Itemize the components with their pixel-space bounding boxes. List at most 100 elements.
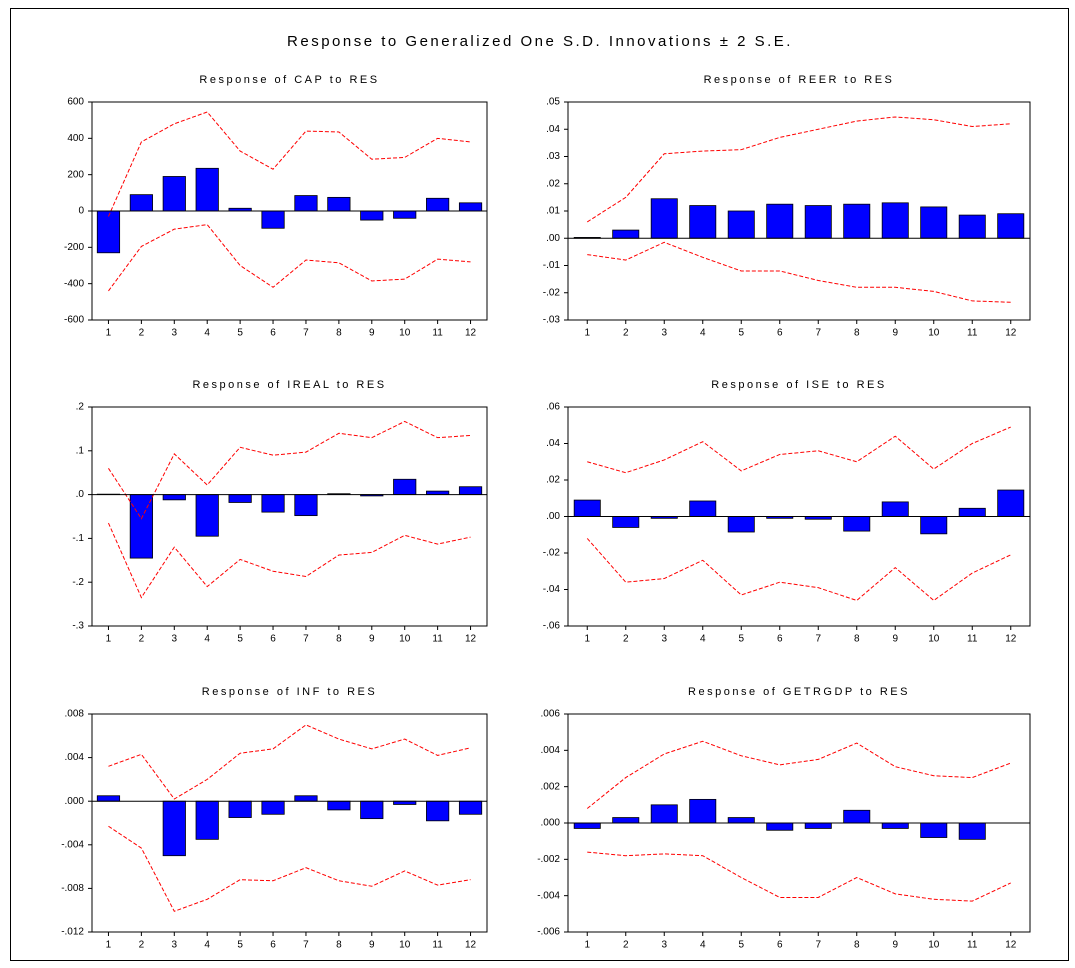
x-tick-label: 10: [928, 940, 940, 951]
bar: [727, 516, 755, 533]
bar: [294, 795, 318, 802]
x-tick-label: 3: [661, 634, 667, 645]
x-tick-label: 5: [237, 940, 243, 951]
x-tick-label: 1: [106, 328, 112, 339]
bar: [393, 478, 417, 495]
y-tick-label: .006: [541, 709, 561, 720]
y-tick-label: -400: [64, 278, 84, 289]
x-tick-label: 5: [738, 940, 744, 951]
bar: [162, 494, 186, 501]
chart-title: Response of ISE to RES: [711, 379, 886, 391]
x-tick-label: 12: [1005, 940, 1017, 951]
bar: [129, 194, 153, 212]
x-tick-label: 11: [432, 328, 443, 339]
bar: [261, 210, 285, 229]
bar: [228, 494, 252, 503]
y-tick-label: .002: [541, 781, 561, 792]
y-tick-label: .02: [546, 475, 560, 486]
bar: [881, 501, 909, 517]
x-tick-label: 12: [1005, 328, 1017, 339]
band-line: [586, 116, 1011, 223]
x-tick-label: 5: [738, 634, 744, 645]
band-line: [108, 224, 471, 292]
y-tick-label: .000: [541, 818, 561, 829]
bar: [426, 490, 450, 496]
chart-title: Response of GETRGDP to RES: [688, 686, 910, 698]
plot-area: [91, 713, 488, 933]
x-tick-label: 6: [270, 940, 276, 951]
y-tick-label: .05: [546, 97, 560, 108]
x-tick-label: 6: [270, 634, 276, 645]
x-tick-label: 9: [369, 328, 375, 339]
y-tick-label: .02: [546, 178, 560, 189]
y-tick-label: -.03: [543, 315, 561, 326]
x-tick-label: 7: [815, 634, 821, 645]
bar: [195, 167, 219, 212]
x-tick-label: 6: [270, 328, 276, 339]
bar: [843, 516, 871, 532]
x-tick-label: 1: [584, 940, 590, 951]
bar: [261, 494, 285, 513]
bar: [920, 822, 948, 838]
bar: [573, 822, 601, 829]
bar: [327, 800, 351, 811]
y-tick-label: .2: [76, 402, 85, 413]
y-tick-label: -.06: [543, 621, 561, 632]
y-tick-label: -.1: [72, 533, 84, 544]
y-tick-label: -.3: [72, 621, 84, 632]
band-line: [587, 426, 1011, 474]
band-line: [108, 724, 471, 800]
x-tick-label: 10: [399, 940, 411, 951]
y-tick-label: .004: [65, 752, 85, 763]
x-tick-label: 12: [465, 940, 477, 951]
band-line: [108, 111, 471, 217]
x-tick-label: 1: [106, 634, 112, 645]
y-tick-label: .00: [546, 233, 560, 244]
x-tick-label: 10: [399, 328, 411, 339]
x-tick-label: 1: [584, 634, 590, 645]
bar: [920, 516, 948, 535]
bar: [294, 195, 318, 212]
bar: [612, 516, 640, 528]
x-tick-label: 9: [892, 940, 898, 951]
bar: [843, 203, 871, 239]
plot-area: [567, 101, 1031, 321]
bar: [261, 800, 285, 815]
x-tick-label: 2: [139, 328, 145, 339]
bar: [920, 206, 948, 239]
bar: [129, 494, 153, 559]
chart-title: Response of REER to RES: [704, 74, 895, 86]
band-line: [586, 740, 1011, 809]
x-tick-label: 8: [336, 634, 342, 645]
y-tick-label: -.004: [61, 839, 84, 850]
bar: [195, 800, 219, 840]
x-tick-label: 9: [369, 634, 375, 645]
y-tick-label: .000: [65, 796, 85, 807]
x-tick-label: 4: [204, 940, 210, 951]
band-line: [587, 241, 1011, 303]
x-tick-label: 9: [892, 328, 898, 339]
bar: [612, 229, 640, 239]
x-tick-label: 7: [303, 634, 309, 645]
x-tick-label: 10: [928, 328, 940, 339]
x-tick-label: 3: [172, 328, 178, 339]
bar: [997, 489, 1025, 517]
y-tick-label: .04: [546, 124, 560, 135]
bar: [360, 210, 384, 221]
x-tick-label: 4: [204, 328, 210, 339]
x-tick-label: 4: [700, 328, 706, 339]
bar: [766, 203, 794, 239]
bar: [573, 499, 601, 517]
x-tick-label: 11: [432, 634, 443, 645]
x-tick-label: 5: [738, 328, 744, 339]
x-tick-label: 11: [967, 634, 978, 645]
x-tick-label: 7: [815, 940, 821, 951]
y-tick-label: -200: [64, 242, 84, 253]
bar: [96, 795, 121, 802]
y-tick-label: -600: [64, 315, 84, 326]
y-tick-label: -.012: [61, 927, 84, 938]
bar: [458, 800, 483, 815]
plot-area: [91, 406, 488, 627]
y-tick-label: -.006: [537, 927, 560, 938]
